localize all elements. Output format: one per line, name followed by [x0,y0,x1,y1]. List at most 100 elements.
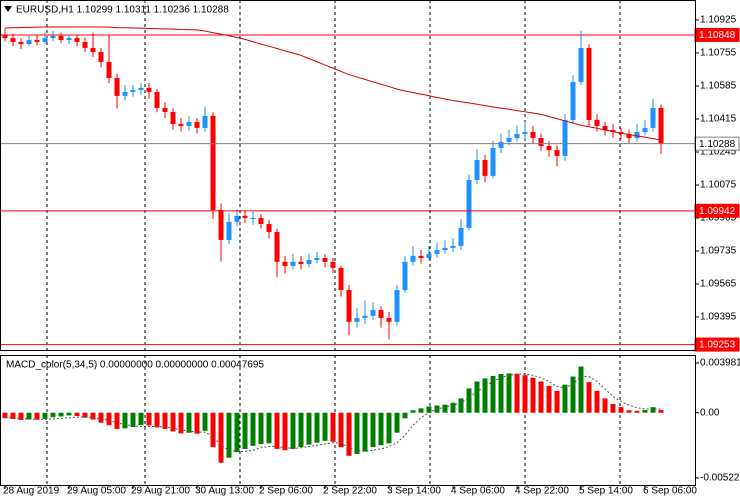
macd-bar [570,376,576,413]
candle-body [362,315,368,318]
macd-bar [410,410,416,413]
candle-body [250,217,256,219]
macd-bar [482,378,488,413]
candle-body [210,115,216,211]
candle-body [506,138,512,142]
candle-body [434,250,440,254]
macd-bar [474,381,480,413]
menu-icon[interactable] [4,6,12,12]
macd-bar [130,412,136,428]
macd-bar [458,398,464,413]
macd-bar [626,410,632,413]
macd-bar [210,412,216,448]
macd-bar [346,412,352,456]
candle-body [10,38,16,42]
macd-bar [618,407,624,413]
candle-body [402,261,408,291]
candle-body [122,92,128,96]
candle-body [146,87,152,93]
x-tick-label: 29 Aug 05:00 [67,486,126,497]
candle-body [242,215,248,218]
macd-bar [578,366,584,413]
candle-body [258,217,264,225]
candle-body [50,35,56,39]
candle-body [354,317,360,322]
macd-bar [122,412,128,429]
macd-bar [266,412,272,444]
x-tick-label: 29 Aug 21:00 [131,486,190,497]
candle-body [90,47,96,53]
macd-bar [250,412,256,446]
macd-panel-frame [0,355,696,486]
candle-body [298,261,304,265]
candle-body [370,310,376,316]
macd-bar [226,412,232,458]
candle-body [610,130,616,133]
candle-body [650,107,656,128]
x-tick-label: 5 Sep 14:00 [579,486,633,497]
macd-bar [354,412,360,454]
macd-bar [514,373,520,413]
candle-body [450,245,456,248]
macd-bar [234,412,240,453]
candle-body [330,261,336,268]
candle-body [418,255,424,258]
macd-bar [426,406,432,413]
candle-body [82,41,88,48]
candle-body [602,125,608,131]
y-tick-label: -0.005226 [700,473,740,484]
level-label: 1.09253 [699,340,736,351]
x-tick-label: 28 Aug 2019 [3,486,60,497]
macd-bar [98,412,104,423]
candle-body [338,267,344,291]
moving-average [4,26,662,141]
candle-body [154,92,160,108]
candle-body [74,38,80,42]
macd-bar [106,412,112,426]
candle-body [282,261,288,266]
macd-bar [146,412,152,426]
candle-body [586,47,592,120]
current-price-label: 1.10288 [699,139,736,150]
candle-body [218,210,224,240]
y-tick-label: 1.09905 [700,213,737,224]
macd-bar [370,412,376,448]
macd-bar [602,398,608,413]
macd-bar [586,382,592,413]
candle-body [170,112,176,125]
macd-bar [162,412,168,429]
macd-bar [10,412,16,419]
macd-bar [394,412,400,433]
macd-bar [50,412,56,418]
candle-body [194,121,200,128]
candle-body [426,253,432,258]
macd-bar [642,409,648,413]
macd-bar [546,385,552,413]
macd-bar [498,374,504,413]
macd-bar [658,409,664,413]
y-tick-label: 1.10925 [700,15,737,26]
candle-body [178,124,184,126]
macd-bar [74,412,80,416]
candle-body [530,132,536,139]
candle-body [322,257,328,262]
y-tick-label: 1.10075 [700,180,737,191]
candle-body [274,231,280,262]
candle-body [378,310,384,318]
chart-title: EURUSD,H1 1.10299 1.10311 1.10236 1.1028… [16,5,229,16]
macd-bar [314,412,320,443]
candle-body [474,159,480,180]
day-separators [46,0,621,485]
x-tick-label: 2 Sep 06:00 [259,486,313,497]
macd-bar [18,412,24,420]
candle-body [2,34,8,39]
macd-bar [290,412,296,449]
macd-bar [298,412,304,448]
macd-bar [442,404,448,413]
plot-layer: 1.10925 1.10755 1.10585 1.10415 1.10245 1.100… [0,15,740,497]
macd-bar [378,412,384,446]
candle-body [114,78,120,96]
x-tick-label: 3 Sep 14:00 [387,486,441,497]
